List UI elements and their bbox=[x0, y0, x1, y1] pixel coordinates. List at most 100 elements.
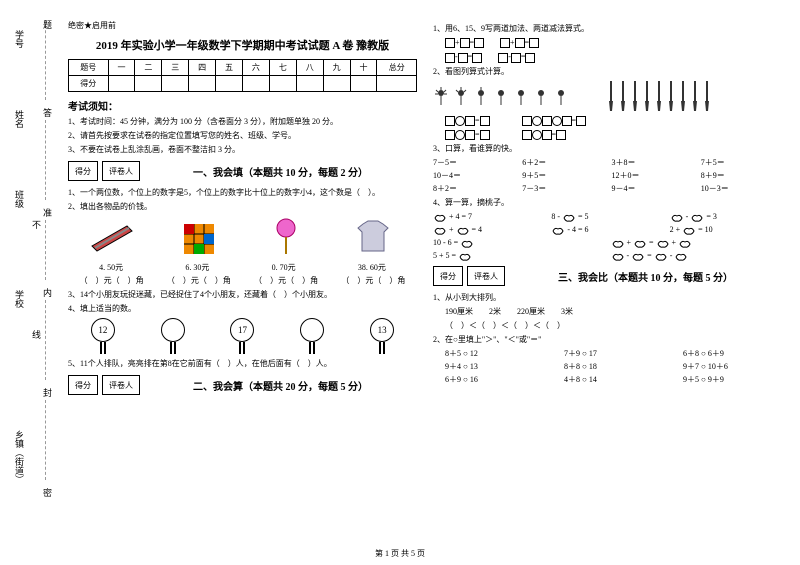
score-box: 得分 bbox=[68, 161, 98, 181]
lollipop-icon bbox=[261, 216, 311, 256]
peach-icon bbox=[551, 225, 565, 235]
left-column: 绝密★启用前 2019 年实验小学一年级数学下学期期中考试试题 A 卷 豫教版 … bbox=[60, 20, 425, 555]
brush-icon bbox=[703, 81, 711, 111]
lollipop-number: 17 bbox=[230, 318, 254, 342]
table-header: 二 bbox=[135, 60, 162, 76]
number-lollipop-row: 12 17 13 bbox=[68, 318, 417, 354]
price-blanks-row: （ ）元（ ）角 （ ）元（ ）角 （ ）元（ ）角 （ ）元（ ）角 bbox=[68, 275, 417, 286]
section-score-row: 得分 评卷人 三、我会比（本题共 10 分，每题 5 分） bbox=[433, 265, 782, 288]
lollipop-item: 12 bbox=[91, 318, 115, 354]
sidebar-mark: 内 bbox=[41, 288, 54, 297]
question-1-4: 4、填上适当的数。 bbox=[68, 303, 417, 314]
sidebar-dashline bbox=[45, 220, 46, 280]
brush-icon bbox=[643, 81, 651, 111]
peach-icon bbox=[633, 238, 647, 248]
section-3-title: 三、我会比（本题共 10 分，每题 5 分） bbox=[509, 269, 782, 284]
table-cell: 得分 bbox=[69, 76, 109, 92]
price-blank: （ ）元（ ）角 bbox=[254, 275, 318, 286]
sidebar-mark: 密 bbox=[41, 488, 54, 497]
sidebar-label-banji: 班级 bbox=[13, 190, 26, 208]
exam-title: 2019 年实验小学一年级数学下学期期中考试试题 A 卷 豫教版 bbox=[68, 37, 417, 53]
price-label: 4. 50元 bbox=[99, 262, 123, 273]
peach-icon bbox=[674, 251, 688, 261]
peach-icon bbox=[670, 212, 684, 222]
peach-equation-row: 5 + 5 = -=- bbox=[433, 251, 782, 261]
sled-icon bbox=[87, 216, 137, 256]
price-blank: （ ）元（ ）角 bbox=[80, 275, 144, 286]
question-1-1: 1、一个两位数，个位上的数字是5，个位上的数字比十位上的数字小4，这个数是（ ）… bbox=[68, 187, 417, 198]
price-label: 0. 70元 bbox=[272, 262, 296, 273]
table-header: 八 bbox=[296, 60, 323, 76]
table-header: 五 bbox=[216, 60, 243, 76]
peach-icon bbox=[631, 251, 645, 261]
table-row: 得分 bbox=[69, 76, 417, 92]
product-images-row bbox=[68, 216, 417, 258]
sidebar-mark: 封 bbox=[41, 388, 54, 397]
section-score-row: 得分 评卷人 一、我会填（本题共 10 分，每题 2 分） bbox=[68, 160, 417, 183]
question-2-4: 4、算一算，摘桃子。 bbox=[433, 197, 782, 208]
calc-row: 10－4＝9＋5＝12＋0＝8＋9＝ bbox=[433, 170, 782, 181]
lollipop-item bbox=[300, 318, 324, 354]
price-labels-row: 4. 50元 6. 30元 0. 70元 38. 60元 bbox=[68, 262, 417, 273]
grader-box: 评卷人 bbox=[102, 161, 140, 181]
peach-icon bbox=[678, 238, 692, 248]
brush-icon bbox=[655, 81, 663, 111]
product-item bbox=[87, 216, 137, 258]
sidebar-label-xuexiao: 学校 bbox=[13, 290, 26, 308]
lollipop-number bbox=[161, 318, 185, 342]
brush-icon bbox=[607, 81, 615, 111]
calc-row: 7－5＝6＋2＝3＋8＝7＋5＝ bbox=[433, 157, 782, 168]
firework-icon bbox=[473, 87, 489, 105]
grader-box: 评卷人 bbox=[467, 266, 505, 286]
peach-icon bbox=[611, 251, 625, 261]
lollipop-number bbox=[300, 318, 324, 342]
notice-title: 考试须知： bbox=[68, 98, 417, 113]
table-header: 三 bbox=[162, 60, 189, 76]
peach-icon bbox=[611, 238, 625, 248]
page-content: 绝密★启用前 2019 年实验小学一年级数学下学期期中考试试题 A 卷 豫教版 … bbox=[0, 0, 800, 565]
notice-item: 1、考试时间：45 分钟，满分为 100 分（含卷面分 3 分），附加题单独 2… bbox=[68, 116, 417, 127]
lollipop-item bbox=[161, 318, 185, 354]
page-footer: 第 1 页 共 5 页 bbox=[375, 548, 425, 559]
sidebar-mark: 答 bbox=[41, 108, 54, 117]
lollipop-stick-icon bbox=[98, 342, 108, 354]
peach-equation-row: + 4 = 7 8 -= 5 -= 3 bbox=[433, 212, 782, 222]
price-label: 6. 30元 bbox=[185, 262, 209, 273]
sidebar-mark: 线 bbox=[30, 330, 43, 339]
section-1-title: 一、我会填（本题共 10 分，每题 2 分） bbox=[144, 164, 417, 179]
question-1-5: 5、11个人排队，亮亮排在第8在它前面有（ ）人，在他后面有（ ）人。 bbox=[68, 358, 417, 369]
shirt-icon bbox=[348, 216, 398, 256]
peach-icon bbox=[433, 212, 447, 222]
table-header: 题号 bbox=[69, 60, 109, 76]
score-summary-table: 题号 一 二 三 四 五 六 七 八 九 十 总分 得分 bbox=[68, 59, 417, 92]
section-2-title: 二、我会算（本题共 20 分，每题 5 分） bbox=[144, 378, 417, 393]
notice-item: 3、不要在试卷上乱涂乱画，卷面不整洁扣 3 分。 bbox=[68, 144, 417, 155]
table-header: 七 bbox=[269, 60, 296, 76]
comparison-row: 9＋4 ○ 138＋8 ○ 189＋7 ○ 10＋6 bbox=[433, 361, 782, 372]
table-header: 九 bbox=[323, 60, 350, 76]
question-2-1: 1、用6、15、9写两道加法、两道减法算式。 bbox=[433, 23, 782, 34]
firework-icon bbox=[513, 87, 529, 105]
table-row: 题号 一 二 三 四 五 六 七 八 九 十 总分 bbox=[69, 60, 417, 76]
price-label: 38. 60元 bbox=[358, 262, 386, 273]
equation-blanks: = = bbox=[433, 115, 782, 126]
rubiks-cube-icon bbox=[174, 216, 224, 256]
section-score-row: 得分 评卷人 二、我会算（本题共 20 分，每题 5 分） bbox=[68, 374, 417, 397]
peach-icon bbox=[433, 225, 447, 235]
sidebar-dashline bbox=[45, 400, 46, 480]
equation-blanks: += += bbox=[433, 37, 782, 48]
firework-icon bbox=[533, 87, 549, 105]
question-3-1: 1、从小到大排列。 bbox=[433, 292, 782, 303]
brush-icon bbox=[667, 81, 675, 111]
sidebar-dashline bbox=[45, 300, 46, 380]
firework-icon bbox=[553, 87, 569, 105]
product-item bbox=[348, 216, 398, 258]
sidebar-mark: 题 bbox=[41, 20, 54, 29]
product-item bbox=[174, 216, 224, 258]
sidebar-mark: 准 bbox=[41, 208, 54, 217]
peach-icon bbox=[562, 212, 576, 222]
question-1-2: 2、填出各物品的价钱。 bbox=[68, 201, 417, 212]
calc-row: 8＋2＝7－3＝9－4＝10－3＝ bbox=[433, 183, 782, 194]
firework-icon bbox=[433, 87, 449, 105]
table-header: 十 bbox=[350, 60, 377, 76]
